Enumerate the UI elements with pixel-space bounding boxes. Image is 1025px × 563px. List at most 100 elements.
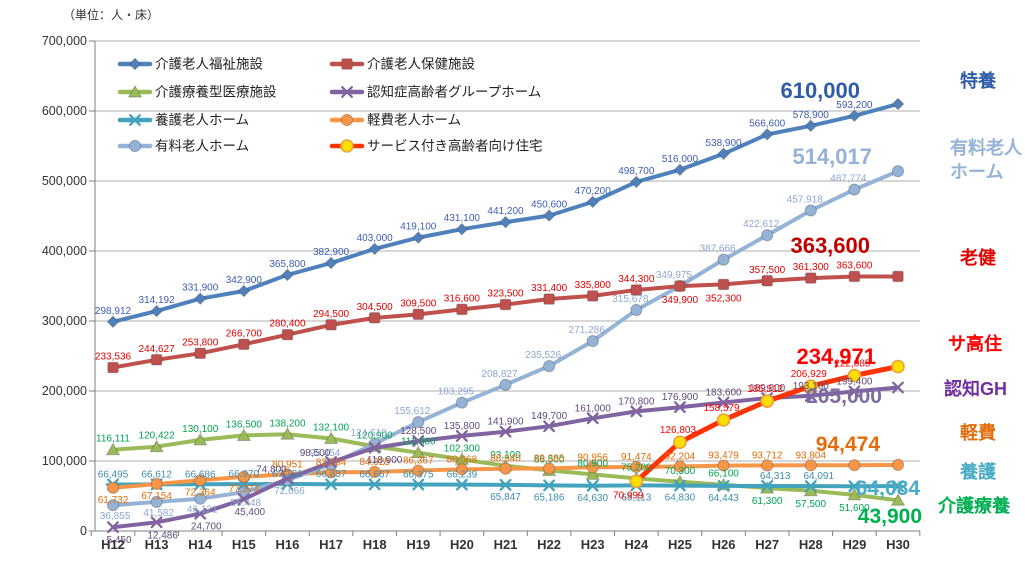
data-label: 470,200 bbox=[575, 186, 612, 197]
data-label: 116,111 bbox=[96, 434, 130, 445]
data-label: 120,900 bbox=[357, 430, 394, 441]
legend-item-kaigo-roujin-hoken: 介護老人保健施設 bbox=[329, 57, 475, 72]
data-point-marker bbox=[673, 460, 687, 473]
legend-label: サービス付き高齢者向け住宅 bbox=[367, 138, 543, 154]
data-point-marker bbox=[128, 139, 142, 153]
data-label: 516,000 bbox=[662, 154, 699, 165]
data-label: 365,800 bbox=[269, 259, 306, 270]
data-point-marker bbox=[323, 478, 339, 491]
x-axis-label: H25 bbox=[668, 537, 692, 552]
data-point-marker bbox=[804, 459, 817, 472]
y-axis-label: 500,000 bbox=[42, 174, 87, 188]
data-label: 72,666 bbox=[274, 486, 305, 497]
data-label: 294,500 bbox=[313, 309, 350, 320]
data-point-marker bbox=[499, 378, 512, 391]
data-point-marker bbox=[323, 431, 339, 445]
data-label: 95,454 bbox=[310, 448, 341, 459]
data-point-marker bbox=[456, 303, 468, 316]
data-point-marker bbox=[804, 389, 817, 402]
data-point-marker bbox=[630, 405, 643, 418]
data-label: 280,400 bbox=[269, 319, 306, 330]
data-label: 185,512 bbox=[747, 384, 784, 395]
data-point-marker bbox=[586, 412, 599, 425]
data-label: 315,678 bbox=[612, 294, 649, 305]
data-point-marker bbox=[804, 119, 818, 133]
data-point-marker bbox=[340, 139, 354, 153]
data-label: 24,700 bbox=[191, 522, 222, 533]
data-label: 88,940 bbox=[490, 454, 521, 465]
data-point-marker bbox=[848, 459, 861, 472]
x-axis-label: H16 bbox=[276, 537, 300, 552]
data-label: 349,900 bbox=[662, 295, 699, 306]
data-label: 67,181 bbox=[272, 469, 303, 480]
data-label: 93,804 bbox=[795, 450, 826, 461]
data-point-marker bbox=[543, 293, 555, 305]
data-point-marker bbox=[150, 495, 163, 508]
data-point-marker bbox=[848, 385, 861, 398]
data-label: 126,803 bbox=[660, 425, 697, 436]
data-point-marker bbox=[194, 347, 206, 360]
data-point-marker bbox=[325, 456, 338, 469]
data-point-marker bbox=[760, 394, 774, 408]
x-axis-label: H19 bbox=[406, 537, 430, 552]
right-label-keihi-home: 軽費 bbox=[960, 422, 996, 443]
data-point-marker bbox=[848, 109, 861, 123]
series-yuryo-home bbox=[106, 165, 905, 512]
data-label: 70,999 bbox=[613, 490, 644, 501]
data-point-marker bbox=[892, 270, 904, 283]
final-value-yuryo-home: 514,017 bbox=[792, 144, 872, 169]
data-point-marker bbox=[455, 463, 468, 476]
data-label: 102,300 bbox=[444, 443, 481, 454]
data-point-marker bbox=[717, 278, 730, 291]
data-label: 441,200 bbox=[487, 206, 524, 217]
data-point-marker bbox=[630, 303, 643, 317]
data-point-marker bbox=[891, 97, 905, 111]
x-axis-label: H14 bbox=[188, 537, 213, 552]
series-kaigo-roujin-fukushi bbox=[106, 97, 905, 329]
data-label: 65,847 bbox=[490, 492, 521, 503]
final-value-kaigo-roujin-hoken: 363,600 bbox=[790, 233, 870, 258]
x-axis-label: H18 bbox=[363, 537, 387, 552]
x-axis-label: H23 bbox=[581, 537, 605, 552]
series-yuryo-home-labels: 36,855 41,582 46,121 55,448 72,666 95,454 124,… bbox=[100, 174, 867, 523]
data-point-marker bbox=[847, 368, 862, 383]
data-label: 183,600 bbox=[705, 387, 742, 398]
data-label: 64,630 bbox=[577, 493, 608, 504]
data-point-marker bbox=[192, 432, 208, 446]
data-label: 89,385 bbox=[534, 453, 565, 464]
y-axis-label: 200,000 bbox=[42, 384, 87, 398]
data-point-marker bbox=[194, 492, 207, 505]
y-axis-label: 0 bbox=[80, 524, 87, 538]
data-label: 66,375 bbox=[403, 470, 434, 481]
legend-item-keihi-home: 軽費老人ホーム bbox=[329, 113, 461, 128]
data-label: 57,500 bbox=[795, 499, 826, 510]
data-point-marker bbox=[805, 272, 817, 284]
data-point-marker bbox=[673, 401, 686, 414]
data-point-marker bbox=[542, 209, 556, 222]
data-label: 86,367 bbox=[403, 456, 434, 467]
data-point-marker bbox=[761, 459, 774, 472]
data-label: 66,495 bbox=[98, 469, 129, 480]
data-point-marker bbox=[150, 304, 163, 318]
axes: 0 100,000 200,000 300,000 400,000 500,000 600,… bbox=[42, 34, 921, 552]
data-label: 253,800 bbox=[182, 337, 219, 348]
series-keihi-home bbox=[106, 458, 905, 494]
data-point-marker bbox=[193, 292, 207, 305]
data-point-marker bbox=[586, 461, 599, 474]
data-label: 155,612 bbox=[394, 406, 431, 417]
data-label: 36,855 bbox=[100, 511, 131, 522]
data-point-marker bbox=[127, 85, 143, 98]
data-point-marker bbox=[281, 268, 294, 282]
right-label-kaigo-roujin-hoken: 老健 bbox=[960, 247, 996, 268]
data-label: 193,100 bbox=[793, 381, 830, 392]
data-point-marker bbox=[237, 284, 251, 298]
data-point-marker bbox=[412, 308, 424, 321]
data-point-marker bbox=[498, 478, 513, 491]
data-point-marker bbox=[340, 113, 354, 127]
data-label: 331,900 bbox=[182, 283, 219, 294]
data-label: 65,113 bbox=[621, 492, 651, 503]
right-label-kaigo-ryoyo: 介護療養 bbox=[937, 495, 1010, 516]
x-axis-label: H27 bbox=[755, 537, 779, 552]
data-label: 149,700 bbox=[531, 411, 568, 422]
